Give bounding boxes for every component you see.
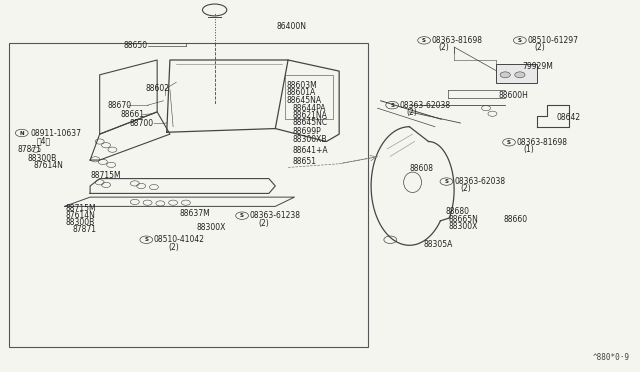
- Text: 88645NA: 88645NA: [286, 96, 321, 105]
- Text: S: S: [240, 213, 244, 218]
- Text: 08510-41042: 08510-41042: [154, 235, 205, 244]
- Text: 88650: 88650: [124, 41, 147, 51]
- Text: 88602: 88602: [146, 84, 170, 93]
- Text: 88680: 88680: [446, 208, 470, 217]
- Text: 87871: 87871: [18, 145, 42, 154]
- Text: 79929M: 79929M: [522, 62, 554, 71]
- Text: 88651: 88651: [292, 157, 317, 166]
- Text: 08642: 08642: [556, 113, 580, 122]
- Text: S: S: [507, 140, 511, 145]
- Text: 88305A: 88305A: [424, 240, 453, 249]
- Text: 88601A: 88601A: [286, 88, 316, 97]
- Text: (2): (2): [438, 43, 449, 52]
- Text: 88699P: 88699P: [292, 126, 321, 136]
- Text: (2): (2): [461, 185, 471, 193]
- Text: S: S: [444, 179, 449, 184]
- Text: 88608: 88608: [410, 164, 433, 173]
- Text: S: S: [518, 38, 522, 43]
- Text: 08363-61238: 08363-61238: [250, 211, 301, 220]
- Text: 88715M: 88715M: [66, 205, 97, 214]
- Text: 〈4〉: 〈4〉: [36, 136, 51, 145]
- Text: 08363-62038: 08363-62038: [454, 177, 505, 186]
- Text: 87614N: 87614N: [34, 161, 64, 170]
- Text: 08363-81698: 08363-81698: [516, 138, 568, 147]
- Text: (2): (2): [258, 219, 269, 228]
- Text: 88661: 88661: [120, 110, 144, 119]
- Text: 86400N: 86400N: [276, 22, 307, 31]
- Text: (2): (2): [406, 108, 417, 117]
- Text: (2): (2): [534, 43, 545, 52]
- Text: 88660: 88660: [503, 215, 527, 224]
- Text: 08363-81698: 08363-81698: [432, 36, 483, 45]
- Text: 88300XB: 88300XB: [292, 135, 327, 144]
- Text: 88665N: 88665N: [449, 215, 479, 224]
- Text: 87614N: 87614N: [66, 211, 96, 220]
- Text: 88621NA: 88621NA: [292, 111, 328, 120]
- Text: 88300B: 88300B: [28, 154, 57, 163]
- Text: 88715M: 88715M: [90, 171, 121, 180]
- Text: 88603M: 88603M: [286, 81, 317, 90]
- Bar: [9, 43, 368, 347]
- Text: 87871: 87871: [72, 225, 96, 234]
- Text: 88600H: 88600H: [499, 92, 529, 100]
- Text: 88645NC: 88645NC: [292, 119, 328, 128]
- Text: (1): (1): [523, 145, 534, 154]
- Text: S: S: [390, 103, 394, 108]
- Text: 88300X: 88300X: [196, 223, 226, 232]
- Text: ^880*0·9: ^880*0·9: [593, 353, 630, 362]
- Text: 88641+A: 88641+A: [292, 146, 328, 155]
- Bar: [495, 64, 537, 83]
- Text: S: S: [422, 38, 426, 43]
- Text: 88700: 88700: [130, 119, 154, 128]
- Text: 88300X: 88300X: [449, 222, 478, 231]
- Text: 88670: 88670: [108, 101, 131, 110]
- Text: 88300B: 88300B: [66, 218, 95, 227]
- Text: 08363-62038: 08363-62038: [400, 101, 451, 110]
- Text: S: S: [144, 237, 148, 242]
- Text: 08510-61297: 08510-61297: [527, 36, 579, 45]
- Text: 88637M: 88637M: [179, 209, 211, 218]
- Text: N: N: [19, 131, 24, 135]
- Text: 88644PA: 88644PA: [292, 104, 326, 113]
- Text: (2): (2): [169, 243, 179, 251]
- Circle shape: [515, 72, 525, 78]
- Text: 08911-10637: 08911-10637: [30, 128, 81, 138]
- Bar: [285, 75, 333, 119]
- Circle shape: [500, 72, 510, 78]
